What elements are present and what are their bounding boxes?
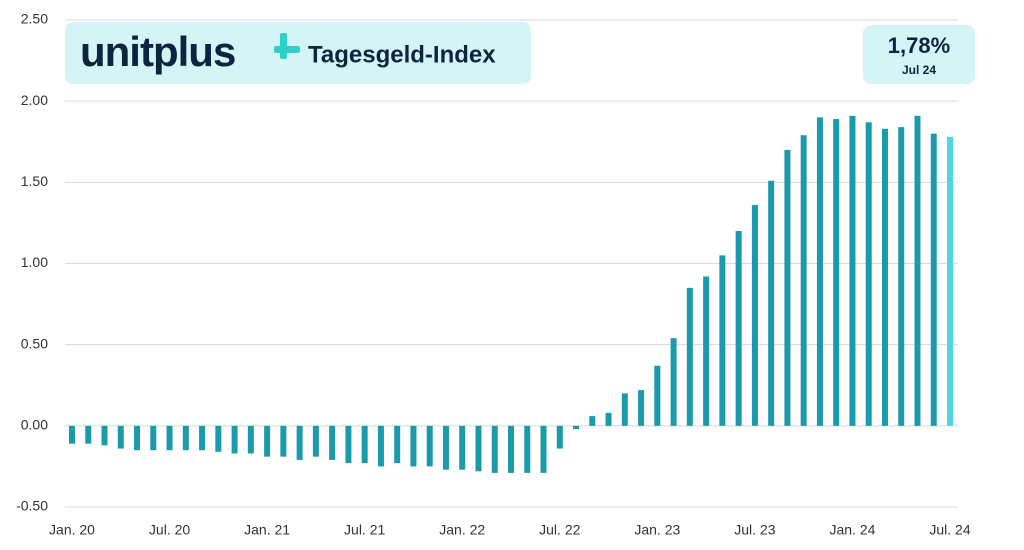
bar: [345, 425, 352, 464]
bar: [491, 425, 498, 473]
bar: [101, 425, 108, 446]
bar: [215, 425, 222, 452]
bar: [930, 133, 937, 426]
bar: [833, 119, 840, 426]
annotation-period: Jul 24: [902, 63, 936, 77]
bar: [166, 425, 173, 451]
bar: [264, 425, 271, 457]
bar: [686, 287, 693, 426]
y-tick-label: 2.00: [21, 92, 48, 108]
bar: [117, 425, 124, 449]
bar: [296, 425, 303, 460]
chart-title: Tagesgeld-Index: [308, 41, 496, 68]
y-tick-label: 0.50: [21, 335, 48, 351]
x-tick-label: Jan. 20: [49, 522, 95, 538]
bar: [69, 425, 75, 444]
y-tick-label: 2.50: [21, 11, 48, 27]
bar: [199, 425, 206, 451]
bar: [85, 425, 92, 444]
bar: [377, 425, 384, 467]
bar: [361, 425, 368, 464]
bar: [816, 117, 823, 426]
bar: [426, 425, 433, 467]
bar: [459, 425, 466, 470]
y-tick-label: 1.00: [21, 254, 48, 270]
x-tick-label: Jan. 23: [634, 522, 680, 538]
y-tick-label: -0.50: [16, 498, 48, 514]
bar: [914, 115, 921, 426]
bar: [881, 128, 888, 426]
x-tick-label: Jul. 23: [734, 522, 775, 538]
x-tick-label: Jan. 21: [244, 522, 290, 538]
bar: [654, 365, 661, 426]
bar: [150, 425, 157, 451]
bar: [573, 425, 580, 430]
bar: [784, 149, 791, 426]
bar: [280, 425, 287, 457]
bar: [329, 425, 336, 460]
bar: [751, 205, 758, 426]
bar: [508, 425, 514, 473]
bar: [735, 231, 742, 426]
bar: [247, 425, 254, 454]
logo: unitplus: [80, 28, 235, 75]
bar: [703, 276, 710, 426]
bar: [719, 255, 726, 426]
y-tick-label: 1.50: [21, 173, 48, 189]
bar: [442, 425, 449, 470]
x-tick-label: Jan. 22: [439, 522, 485, 538]
bar: [800, 135, 807, 426]
bar: [605, 412, 612, 426]
bar: [312, 425, 319, 457]
annotation-value: 1,78%: [888, 33, 950, 58]
x-tick-label: Jul. 22: [539, 522, 580, 538]
bar: [524, 425, 531, 473]
bar: [134, 425, 141, 451]
bar: [410, 425, 417, 467]
x-tick-label: Jul. 24: [929, 522, 970, 538]
bar: [540, 425, 547, 473]
x-tick-label: Jul. 21: [344, 522, 385, 538]
logo-icon: [274, 33, 300, 59]
annotation-box: [863, 25, 975, 84]
bar: [768, 180, 775, 426]
bar: [621, 393, 628, 426]
bar: [394, 425, 401, 464]
bar: [556, 425, 563, 449]
bar: [670, 338, 677, 426]
bar: [849, 115, 856, 426]
x-tick-label: Jan. 24: [829, 522, 875, 538]
bar: [589, 416, 596, 426]
bar: [865, 122, 872, 426]
y-tick-label: 0.00: [21, 417, 48, 433]
bar: [898, 127, 905, 426]
bar: [638, 390, 645, 426]
bar: [947, 136, 953, 426]
bar: [231, 425, 238, 454]
bar: [475, 425, 482, 472]
x-tick-label: Jul. 20: [149, 522, 190, 538]
bar: [182, 425, 189, 451]
